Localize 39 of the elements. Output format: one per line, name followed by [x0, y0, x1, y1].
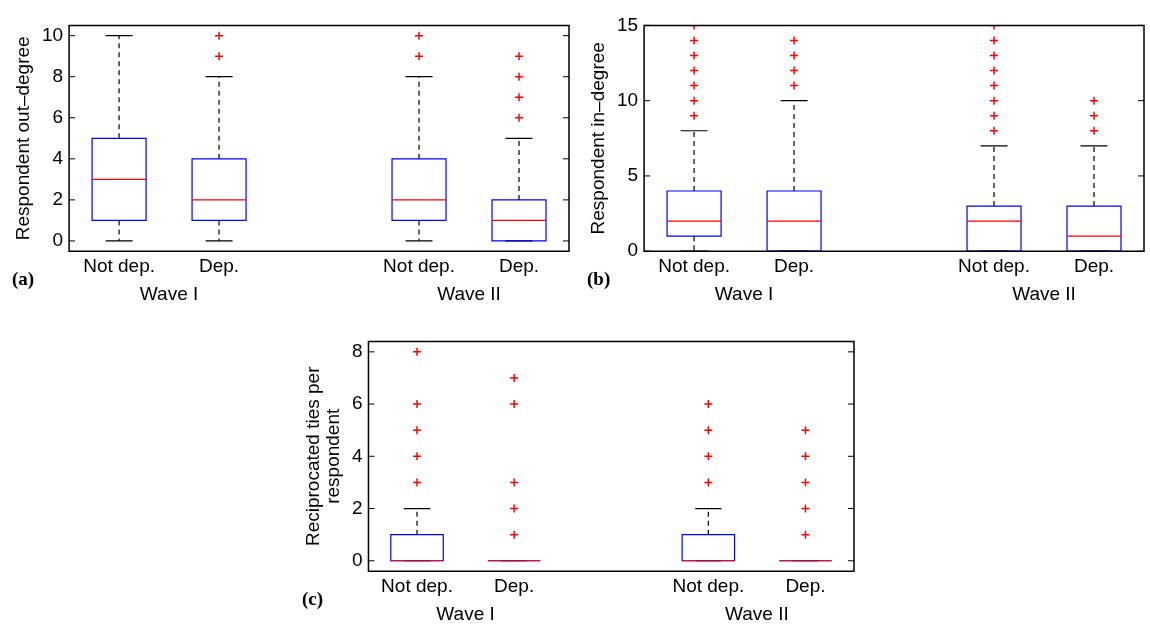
y-axis-title: Respondent in–degree: [587, 42, 609, 235]
text: Wave I: [714, 282, 774, 304]
y-axis-title: Reciprocated ties per respondent: [302, 365, 344, 547]
x-tick-label: Dep.: [773, 254, 815, 276]
y-tick-label: 10: [41, 23, 64, 45]
x-tick-label: Not dep.: [383, 254, 455, 276]
x-tick-label: Not dep.: [672, 574, 745, 596]
y-axis-title: Respondent out–degree: [12, 36, 34, 241]
y-tick-label: 15: [616, 13, 639, 35]
y-tick-label: 8: [351, 340, 363, 362]
text: (a): [12, 268, 35, 291]
y-tick-label: 8: [52, 64, 64, 86]
x-tick-label: Dep.: [1073, 254, 1115, 276]
text: Wave II: [725, 602, 789, 624]
x-tick-label: Dep.: [494, 574, 535, 596]
x-tick-label: Not dep.: [658, 254, 730, 276]
y-tick-label: 0: [52, 229, 64, 251]
text: (b): [587, 268, 611, 291]
x-tick-label: Dep.: [198, 254, 240, 276]
text: Wave I: [436, 602, 495, 624]
x-tick-label: Dep.: [785, 574, 826, 596]
y-tick-label: 6: [351, 392, 363, 414]
y-tick-label: 2: [52, 188, 64, 210]
y-tick-label: 6: [52, 106, 64, 128]
text: Wave II: [1012, 282, 1076, 304]
text: Wave I: [139, 282, 199, 304]
y-tick-label: 5: [627, 164, 639, 186]
y-tick-label: 10: [616, 88, 639, 110]
x-tick-label: Not dep.: [381, 574, 453, 596]
x-tick-label: Not dep.: [83, 254, 155, 276]
y-tick-label: 0: [351, 548, 363, 570]
x-tick-label: Dep.: [498, 254, 540, 276]
text: Wave II: [437, 282, 501, 304]
y-tick-label: 4: [351, 444, 363, 466]
y-tick-label: 2: [351, 496, 363, 518]
y-tick-label: 0: [627, 239, 639, 261]
x-tick-label: Not dep.: [958, 254, 1030, 276]
y-tick-label: 4: [52, 147, 64, 169]
text: (c): [302, 588, 324, 611]
